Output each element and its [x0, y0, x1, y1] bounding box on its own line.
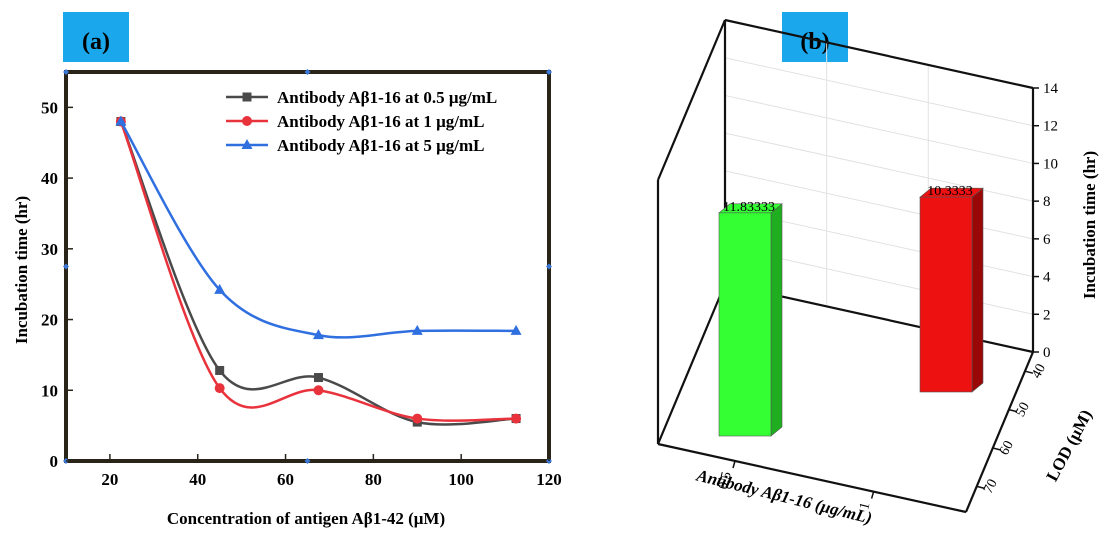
x-tick-mark [732, 460, 736, 469]
panel-b-axes: 0 2 4 6 8 10 12 14 40 50 60 70 0.5 1 [716, 81, 1058, 511]
x-tick-label: 1 [857, 501, 873, 511]
z-tick-label: 2 [1043, 307, 1051, 323]
legend-label: Antibody Aβ1-16 at 0.5 μg/mL [277, 88, 497, 107]
panel-a-y-axis-title: Incubation time (hr) [12, 196, 31, 344]
z-tick-label: 6 [1043, 232, 1051, 248]
y-tick-label: 40 [41, 169, 58, 188]
data-point [411, 324, 423, 335]
panel-b-z-axis-title: Incubation time (hr) [1080, 151, 1099, 299]
panel-b-lod-axis-title: LOD (μM) [1042, 406, 1095, 484]
box-edge [657, 442, 967, 514]
y-tick-label: 10 [41, 381, 58, 400]
data-point [412, 413, 423, 424]
x-tick-label: 100 [448, 470, 474, 489]
z-tick-label: 12 [1043, 119, 1058, 135]
x-tick-label: 20 [101, 470, 118, 489]
z-tick-label: 0 [1043, 345, 1051, 361]
x-tick-label: 0.5 [716, 470, 735, 491]
box-edge [724, 18, 1034, 90]
lod-tick-mark [992, 447, 1001, 451]
y-tick-label: 50 [41, 98, 58, 117]
data-point [510, 324, 522, 335]
z-tick-label: 10 [1043, 156, 1058, 172]
lod-tick-label: 50 [1013, 400, 1033, 419]
z-tick-label: 14 [1043, 81, 1059, 97]
lod-tick-label: 40 [1029, 362, 1049, 381]
bar: 11.83333 [718, 200, 783, 437]
data-point [511, 413, 522, 424]
legend-marker [241, 139, 253, 149]
wall-gridline [724, 94, 1034, 164]
bar-side-face [770, 203, 783, 437]
y-tick-label: 0 [50, 452, 59, 471]
data-point [214, 283, 226, 294]
data-point [215, 365, 225, 375]
frame-handle [63, 69, 69, 75]
lod-tick-mark [1024, 370, 1034, 374]
bar: 10.3333 [919, 184, 984, 393]
x-tick-mark [870, 491, 875, 499]
frame-handle [304, 69, 311, 75]
frame-handle [304, 458, 311, 464]
series-line [119, 121, 517, 426]
panel-b-x-axis-title: Antibody Aβ1-16 (μg/mL) [694, 465, 874, 527]
x-tick-label: 60 [277, 470, 294, 489]
z-tick-label: 4 [1043, 270, 1051, 286]
box-edge [656, 283, 727, 445]
lod-tick-mark [1008, 408, 1018, 413]
z-tick-label: 8 [1043, 194, 1051, 210]
frame-handle [63, 263, 69, 270]
box-edge [656, 19, 727, 181]
bar-value-label: 10.3333 [927, 184, 973, 199]
panel-a-legend: Antibody Aβ1-16 at 0.5 μg/mL Antibody Aβ1… [226, 88, 497, 155]
bar-front-face [718, 212, 772, 437]
lod-tick-label: 70 [981, 477, 1001, 496]
legend-label: Antibody Aβ1-16 at 5 μg/mL [277, 136, 485, 155]
bar-side-face [971, 187, 984, 393]
panel-b-bars: 11.83333 10.3333 [718, 184, 984, 437]
panel-b-label-box [782, 12, 848, 62]
wall-gridline [724, 57, 1034, 127]
legend-label: Antibody Aβ1-16 at 1 μg/mL [277, 112, 485, 131]
series-line [119, 121, 517, 422]
panel-a-series [115, 115, 522, 427]
panel-a-label-box [63, 12, 129, 62]
box-edge [964, 351, 1035, 513]
panel-a: (a) 20 40 60 80 100 120 0 10 20 30 40 50 Antibody A… [12, 12, 562, 528]
panel-a-x-axis-title: Concentration of antigen Aβ1-42 (μM) [167, 509, 445, 528]
legend-marker [242, 92, 252, 102]
lod-tick-label: 60 [997, 438, 1017, 457]
data-point [313, 385, 324, 396]
frame-handle [546, 69, 552, 75]
data-point [214, 383, 225, 394]
frame-handle [546, 263, 552, 270]
x-tick-label: 80 [365, 470, 382, 489]
y-tick-label: 20 [41, 311, 58, 330]
wall-gridline [724, 132, 1034, 202]
data-point [115, 115, 127, 126]
x-tick-label: 120 [536, 470, 562, 489]
panel-a-label: (a) [82, 29, 110, 55]
bar-front-face [919, 196, 973, 393]
legend-marker [242, 116, 252, 126]
panel-a-axes: 20 40 60 80 100 120 0 10 20 30 40 50 [41, 69, 562, 489]
data-point [312, 329, 324, 340]
y-tick-label: 30 [41, 240, 58, 259]
x-tick-label: 40 [189, 470, 206, 489]
series-line [119, 120, 517, 339]
bar-value-label: 11.83333 [723, 200, 775, 215]
data-point [313, 373, 323, 383]
lod-tick-mark [976, 485, 985, 490]
